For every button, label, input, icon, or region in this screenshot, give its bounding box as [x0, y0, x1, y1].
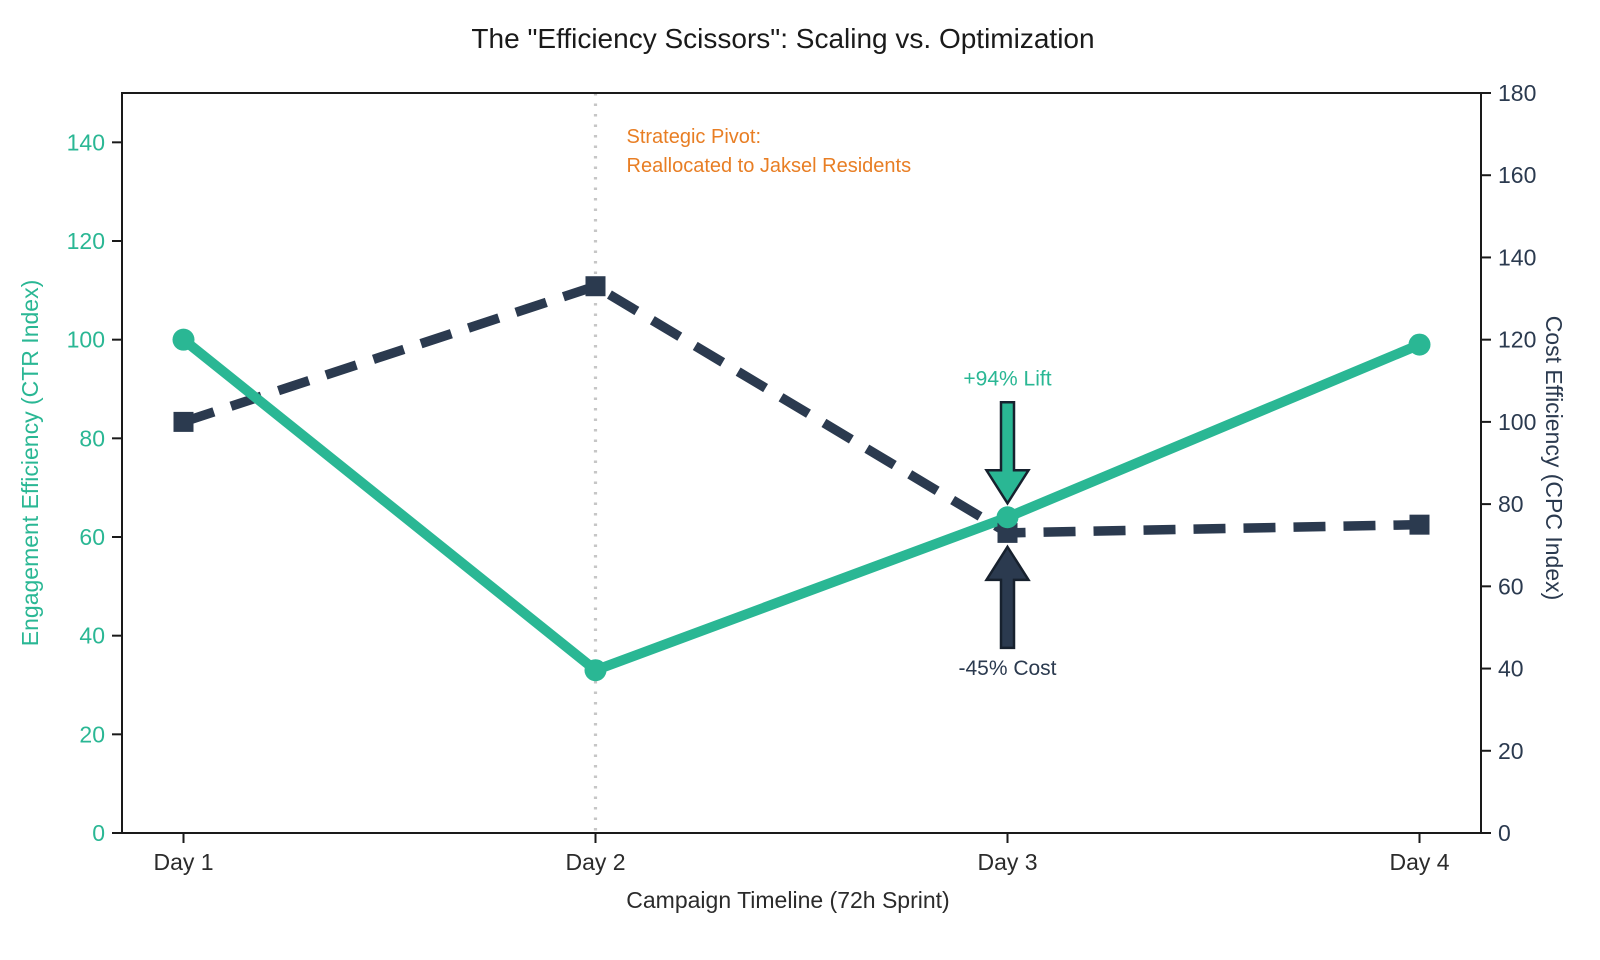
- y-axis-right-tick-label: 40: [1498, 656, 1524, 682]
- y-axis-left-tick-label: 0: [92, 820, 105, 846]
- y-axis-right-tick-label: 20: [1498, 738, 1524, 764]
- chart-title: The "Efficiency Scissors": Scaling vs. O…: [471, 23, 1094, 54]
- y-axis-left-title: Engagement Efficiency (CTR Index): [17, 280, 43, 646]
- y-axis-right-tick-label: 140: [1498, 244, 1536, 270]
- pivot-label-line2: Reallocated to Jaksel Residents: [627, 155, 912, 177]
- y-axis-left-tick-label: 100: [67, 327, 105, 353]
- y-axis-right-tick-label: 60: [1498, 573, 1524, 599]
- y-axis-right-tick-label: 180: [1498, 80, 1536, 106]
- x-axis-tick-label: Day 2: [565, 849, 625, 875]
- y-axis-right-title: Cost Efficiency (CPC Index): [1541, 316, 1567, 601]
- y-axis-right-tick-label: 100: [1498, 409, 1536, 435]
- y-axis-right-tick-label: 120: [1498, 327, 1536, 353]
- cpc-line: [182, 281, 1420, 538]
- cpc-marker: [1409, 514, 1430, 535]
- cpc-marker: [173, 411, 194, 432]
- x-axis-tick-label: Day 4: [1389, 849, 1449, 875]
- y-axis-left-tick-label: 40: [79, 623, 105, 649]
- ctr-line: [178, 334, 1425, 676]
- y-axis-right-tick-label: 0: [1498, 820, 1511, 846]
- cpc-marker: [997, 522, 1018, 543]
- y-axis-right-tick-label: 80: [1498, 491, 1524, 517]
- x-axis-tick-label: Day 3: [977, 849, 1037, 875]
- lift-label: +94% Lift: [963, 367, 1051, 390]
- plot-border: [121, 92, 1482, 834]
- x-axis-title: Campaign Timeline (72h Sprint): [626, 887, 949, 913]
- y-axis-left-tick-label: 60: [79, 524, 105, 550]
- cost-arrow: [984, 544, 1031, 650]
- y-axis-right-tick-label: 160: [1498, 162, 1536, 188]
- y-axis-left-tick-label: 20: [79, 721, 105, 747]
- ctr-marker: [1408, 333, 1431, 356]
- ctr-marker: [584, 659, 607, 682]
- ctr-marker: [996, 506, 1019, 529]
- pivot-label-line1: Strategic Pivot:: [627, 126, 762, 148]
- y-axis-left-tick-label: 140: [67, 129, 105, 155]
- ctr-marker: [172, 328, 195, 351]
- cost-label: -45% Cost: [958, 657, 1056, 680]
- y-axis-left-tick-label: 80: [79, 425, 105, 451]
- cpc-marker: [585, 276, 606, 297]
- lift-arrow: [984, 401, 1031, 506]
- y-axis-left-tick-label: 120: [67, 228, 105, 254]
- x-axis-tick-label: Day 1: [153, 849, 213, 875]
